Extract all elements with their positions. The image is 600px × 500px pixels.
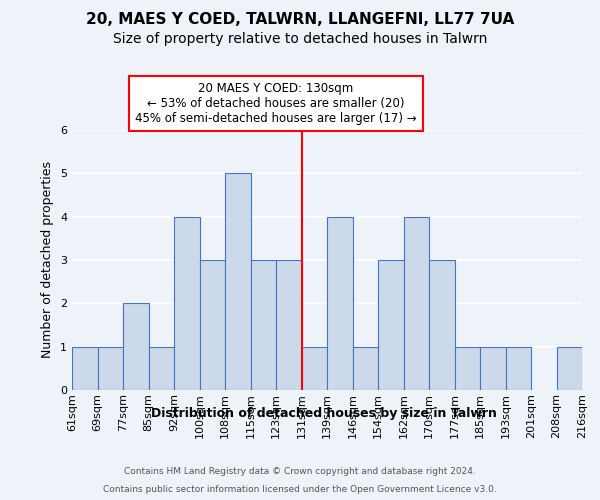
Text: 20, MAES Y COED, TALWRN, LLANGEFNI, LL77 7UA: 20, MAES Y COED, TALWRN, LLANGEFNI, LL77… xyxy=(86,12,514,28)
Bar xyxy=(225,174,251,390)
Text: 20 MAES Y COED: 130sqm
← 53% of detached houses are smaller (20)
45% of semi-det: 20 MAES Y COED: 130sqm ← 53% of detached… xyxy=(135,82,417,125)
Text: Size of property relative to detached houses in Talwrn: Size of property relative to detached ho… xyxy=(113,32,487,46)
Bar xyxy=(480,346,505,390)
Bar xyxy=(302,346,327,390)
Bar xyxy=(251,260,276,390)
Bar xyxy=(174,216,199,390)
Bar xyxy=(404,216,429,390)
Text: Contains public sector information licensed under the Open Government Licence v3: Contains public sector information licen… xyxy=(103,485,497,494)
Bar xyxy=(327,216,353,390)
Text: Distribution of detached houses by size in Talwrn: Distribution of detached houses by size … xyxy=(151,408,497,420)
Bar xyxy=(97,346,123,390)
Bar xyxy=(353,346,378,390)
Bar xyxy=(149,346,174,390)
Bar xyxy=(199,260,225,390)
Bar xyxy=(72,346,97,390)
Bar xyxy=(123,304,149,390)
Bar xyxy=(557,346,582,390)
Bar xyxy=(276,260,302,390)
Bar xyxy=(429,260,455,390)
Bar xyxy=(378,260,404,390)
Text: Contains HM Land Registry data © Crown copyright and database right 2024.: Contains HM Land Registry data © Crown c… xyxy=(124,468,476,476)
Y-axis label: Number of detached properties: Number of detached properties xyxy=(41,162,55,358)
Bar xyxy=(455,346,480,390)
Bar xyxy=(505,346,531,390)
